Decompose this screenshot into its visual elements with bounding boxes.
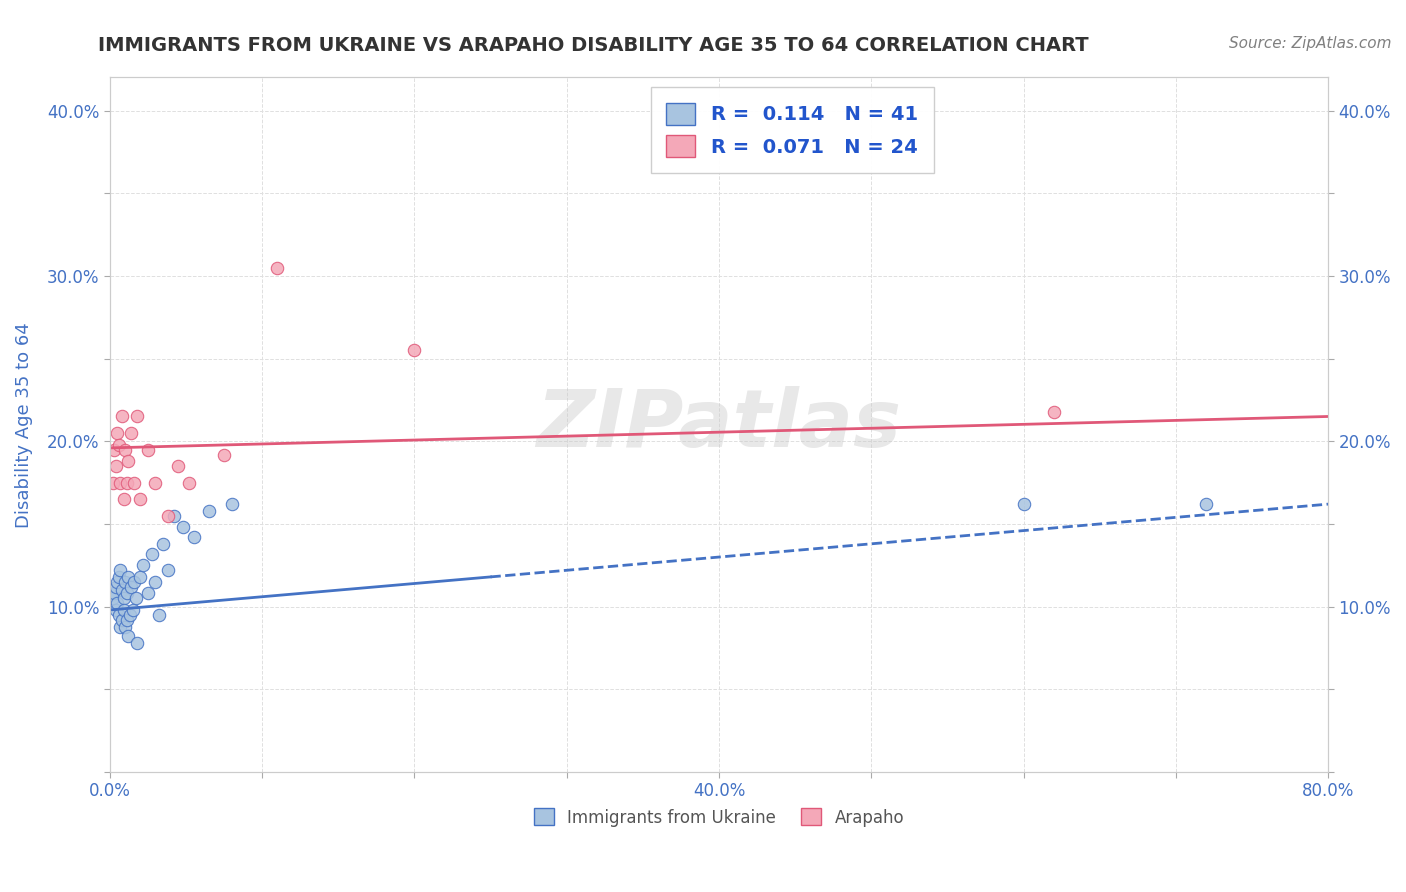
Point (115, 475, 138, 490)
Point (108, 570, 131, 584)
Point (104, 580, 127, 594)
Text: Source: ZipAtlas.com: Source: ZipAtlas.com (1229, 36, 1392, 51)
Point (117, 454, 139, 468)
Point (197, 504, 219, 518)
Point (117, 629, 139, 643)
Point (127, 636, 149, 650)
Point (103, 586, 125, 600)
Point (266, 260, 288, 275)
Point (115, 613, 138, 627)
Point (132, 558, 155, 573)
Point (107, 574, 129, 589)
Point (110, 619, 132, 633)
Point (145, 574, 167, 589)
Point (127, 409, 149, 424)
Point (221, 497, 243, 511)
Point (114, 619, 136, 633)
Point (108, 437, 131, 451)
Point (118, 607, 141, 622)
Point (112, 492, 135, 507)
Point (112, 603, 135, 617)
Point (120, 580, 142, 594)
Legend: Immigrants from Ukraine, Arapaho: Immigrants from Ukraine, Arapaho (527, 802, 911, 833)
Text: IMMIGRANTS FROM UKRAINE VS ARAPAHO DISABILITY AGE 35 TO 64 CORRELATION CHART: IMMIGRANTS FROM UKRAINE VS ARAPAHO DISAB… (98, 36, 1090, 54)
Point (120, 425, 142, 440)
Point (104, 603, 127, 617)
Point (117, 570, 139, 584)
Point (103, 442, 125, 457)
Text: ZIPatlas: ZIPatlas (537, 385, 901, 464)
Y-axis label: Disability Age 35 to 64: Disability Age 35 to 64 (15, 322, 32, 528)
Point (145, 475, 167, 490)
Point (107, 596, 129, 610)
Point (163, 508, 186, 523)
Point (156, 508, 179, 523)
Point (112, 591, 135, 606)
Point (136, 442, 159, 457)
Point (129, 570, 152, 584)
Point (122, 475, 145, 490)
Point (404, 343, 426, 358)
Point (1195, 497, 1218, 511)
Point (212, 448, 235, 462)
Point (114, 442, 136, 457)
Point (172, 520, 194, 534)
Point (111, 583, 134, 598)
Point (121, 603, 143, 617)
Point (104, 459, 127, 474)
Point (110, 475, 132, 490)
Point (125, 591, 148, 606)
Point (152, 537, 174, 551)
Point (115, 586, 138, 600)
Point (122, 574, 145, 589)
Point (101, 475, 124, 490)
Point (148, 607, 170, 622)
Point (111, 409, 134, 424)
Point (183, 530, 205, 544)
Point (129, 492, 152, 507)
Point (101, 591, 124, 606)
Point (114, 574, 136, 589)
Point (1012, 497, 1035, 511)
Point (107, 425, 129, 440)
Point (136, 586, 159, 600)
Point (167, 459, 190, 474)
Point (110, 563, 132, 577)
Point (1043, 404, 1066, 418)
Point (108, 607, 131, 622)
Point (177, 475, 200, 490)
Point (111, 613, 134, 627)
Point (156, 563, 179, 577)
Point (141, 547, 163, 561)
